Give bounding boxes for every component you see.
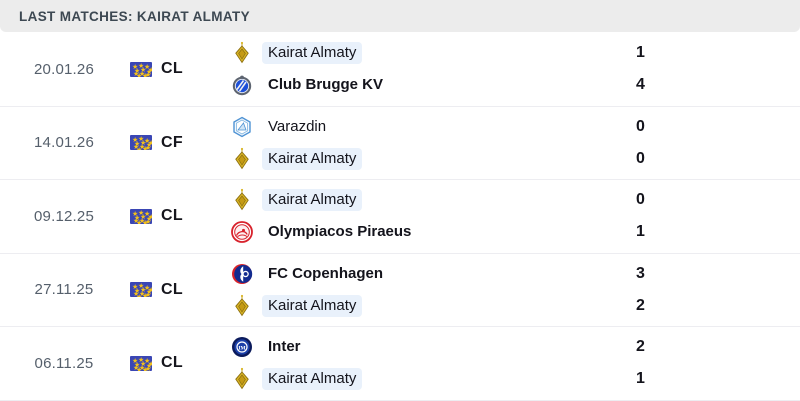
score-away: 1 — [636, 223, 645, 241]
svg-text:IM: IM — [238, 346, 245, 352]
match-row[interactable]: 09.12.25 ★ ★ ★ ★ ★ ★ ★ ★ ★ ★ ★ ★ CL Kairat Almaty Oly… — [0, 180, 800, 254]
team-line-away[interactable]: Olympiacos Piraeus — [230, 220, 600, 244]
teams-cell: IM Inter Kairat Almaty — [228, 335, 600, 391]
match-row[interactable]: 20.01.26 ★ ★ ★ ★ ★ ★ ★ ★ ★ ★ ★ ★ CL Kairat Almaty Clu… — [0, 33, 800, 107]
competition-cell[interactable]: ★ ★ ★ ★ ★ ★ ★ ★ ★ ★ ★ ★ CL — [128, 354, 228, 372]
club-brugge-badge-icon — [232, 75, 252, 96]
score-home: 0 — [636, 191, 645, 209]
team-name[interactable]: Club Brugge KV — [268, 76, 383, 94]
competition-code: CF — [161, 133, 183, 151]
inter-badge-icon: IM — [232, 337, 252, 358]
competition-code: CL — [161, 60, 183, 78]
match-date: 09.12.25 — [34, 207, 94, 225]
competition-cell[interactable]: ★ ★ ★ ★ ★ ★ ★ ★ ★ ★ ★ ★ CL — [128, 207, 228, 225]
match-row[interactable]: 14.01.26 ★ ★ ★ ★ ★ ★ ★ ★ ★ ★ ★ ★ CF Varazdin Kairat A… — [0, 106, 800, 180]
score-away: 2 — [636, 296, 645, 314]
team-line-home[interactable]: Kairat Almaty — [230, 41, 600, 65]
team-line-away[interactable]: Club Brugge KV — [230, 73, 600, 97]
competition-code: CL — [161, 207, 183, 225]
varazdin-badge-icon — [233, 116, 251, 138]
team-line-away[interactable]: Kairat Almaty — [230, 367, 600, 391]
team-name[interactable]: Inter — [268, 338, 301, 356]
match-date: 20.01.26 — [34, 60, 94, 78]
widget-header: LAST MATCHES: KAIRAT ALMATY — [0, 0, 800, 32]
page-title: LAST MATCHES: KAIRAT ALMATY — [19, 8, 250, 24]
uefa-flag-icon: ★ ★ ★ ★ ★ ★ ★ ★ ★ ★ ★ ★ — [130, 355, 152, 371]
match-list: 20.01.26 ★ ★ ★ ★ ★ ★ ★ ★ ★ ★ ★ ★ CL Kairat Almaty Clu… — [0, 32, 800, 401]
match-date: 14.01.26 — [34, 134, 94, 152]
teams-cell: Kairat Almaty Club Brugge KV — [228, 41, 600, 97]
team-line-away[interactable]: Kairat Almaty — [230, 147, 600, 171]
fc-copenhagen-badge-icon — [232, 263, 253, 284]
kairat-almaty-badge-icon — [235, 368, 249, 390]
score-home: 2 — [636, 338, 645, 356]
competition-cell[interactable]: ★ ★ ★ ★ ★ ★ ★ ★ ★ ★ ★ ★ CL — [128, 281, 228, 299]
uefa-flag-icon: ★ ★ ★ ★ ★ ★ ★ ★ ★ ★ ★ ★ — [130, 135, 152, 151]
teams-cell: Varazdin Kairat Almaty — [228, 115, 600, 171]
team-name[interactable]: Kairat Almaty — [262, 189, 363, 212]
match-row[interactable]: 27.11.25 ★ ★ ★ ★ ★ ★ ★ ★ ★ ★ ★ ★ CL FC Copenhagen Kai… — [0, 253, 800, 327]
team-name[interactable]: FC Copenhagen — [268, 264, 383, 282]
score-home: 0 — [636, 117, 645, 135]
competition-code: CL — [161, 354, 183, 372]
kairat-almaty-badge-icon — [235, 294, 249, 317]
team-line-home[interactable]: IM Inter — [230, 335, 600, 359]
team-line-home[interactable]: FC Copenhagen — [230, 262, 600, 286]
score-home: 1 — [636, 44, 645, 62]
team-name[interactable]: Kairat Almaty — [262, 294, 363, 317]
score-away: 1 — [636, 370, 645, 388]
kairat-almaty-badge-icon — [235, 147, 249, 170]
team-name[interactable]: Kairat Almaty — [262, 368, 363, 391]
team-name[interactable]: Kairat Almaty — [262, 42, 363, 65]
match-row[interactable]: 06.11.25 ★ ★ ★ ★ ★ ★ ★ ★ ★ ★ ★ ★ CL IM Inter Kairat A… — [0, 327, 800, 401]
team-line-home[interactable]: Varazdin — [230, 115, 600, 139]
team-line-away[interactable]: Kairat Almaty — [230, 294, 600, 318]
score-away: 0 — [636, 149, 645, 167]
kairat-almaty-badge-icon — [235, 189, 249, 211]
uefa-flag-icon: ★ ★ ★ ★ ★ ★ ★ ★ ★ ★ ★ ★ — [130, 61, 152, 77]
score-home: 3 — [636, 264, 645, 282]
kairat-almaty-badge-icon — [235, 42, 249, 64]
olympiacos-badge-icon — [231, 221, 253, 244]
score-away: 4 — [636, 76, 645, 94]
team-line-home[interactable]: Kairat Almaty — [230, 188, 600, 212]
teams-cell: FC Copenhagen Kairat Almaty — [228, 262, 600, 318]
match-date: 06.11.25 — [34, 354, 94, 372]
competition-cell[interactable]: ★ ★ ★ ★ ★ ★ ★ ★ ★ ★ ★ ★ CL — [128, 60, 228, 78]
team-name[interactable]: Kairat Almaty — [262, 147, 363, 170]
uefa-flag-icon: ★ ★ ★ ★ ★ ★ ★ ★ ★ ★ ★ ★ — [130, 282, 152, 298]
uefa-flag-icon: ★ ★ ★ ★ ★ ★ ★ ★ ★ ★ ★ ★ — [130, 208, 152, 224]
match-date: 27.11.25 — [34, 281, 94, 299]
team-name[interactable]: Varazdin — [268, 117, 327, 135]
teams-cell: Kairat Almaty Olympiacos Piraeus — [228, 188, 600, 244]
competition-code: CL — [161, 280, 183, 298]
team-name[interactable]: Olympiacos Piraeus — [268, 223, 412, 241]
competition-cell[interactable]: ★ ★ ★ ★ ★ ★ ★ ★ ★ ★ ★ ★ CF — [128, 134, 228, 152]
